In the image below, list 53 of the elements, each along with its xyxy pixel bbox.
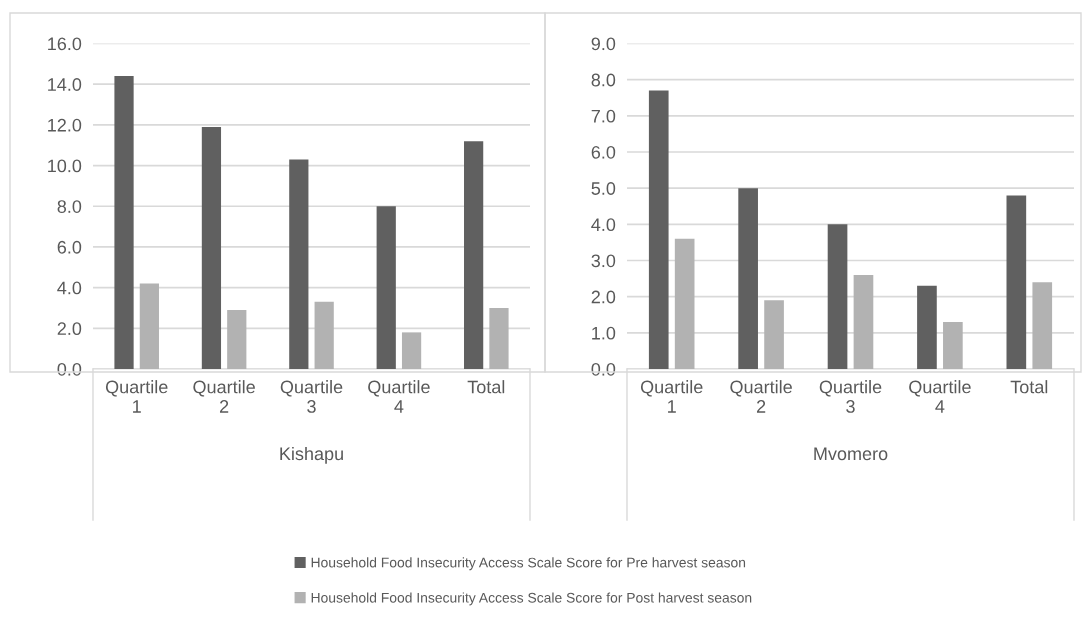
x-tick-label: Quartile 4 <box>909 380 971 413</box>
y-tick-label: 7.0 <box>591 109 616 123</box>
y-tick-label: 0.0 <box>57 362 82 376</box>
y-tick-label: 12.0 <box>48 118 82 132</box>
y-tick-label: 4.0 <box>57 281 82 295</box>
bar <box>674 238 695 369</box>
y-tick-label: 2.0 <box>591 290 616 304</box>
y-tick-label: 10.0 <box>48 159 82 173</box>
bar <box>289 159 309 369</box>
y-tick-label: 6.0 <box>591 145 616 159</box>
y-tick-label: 1.0 <box>592 326 616 340</box>
bar <box>201 126 222 369</box>
y-tick-label: 8.0 <box>591 73 616 87</box>
x-tick-label: Quartile 1 <box>105 380 168 413</box>
bar <box>376 206 396 369</box>
bar <box>1032 282 1053 369</box>
y-tick-label: 0.0 <box>591 362 616 376</box>
x-tick-label: Quartile 3 <box>819 380 882 413</box>
bar <box>314 301 334 369</box>
x-tick-label: Quartile 3 <box>280 380 343 413</box>
bar <box>401 332 422 369</box>
bar <box>139 283 159 369</box>
y-tick-label: 9.0 <box>591 37 616 51</box>
x-tick-label: Quartile 1 <box>640 380 703 413</box>
y-tick-label: 4.0 <box>591 218 616 232</box>
bar <box>1006 195 1027 369</box>
x-tick-label: Total <box>1010 380 1048 394</box>
bar <box>764 300 784 369</box>
x-tick-label: Quartile 2 <box>730 380 792 413</box>
x-tick-label: Quartile 2 <box>193 380 255 413</box>
x-axis-title: Kishapu <box>280 446 343 464</box>
y-tick-label: 14.0 <box>48 78 82 91</box>
legend-label: Household Food Insecurity Access Scale Score for Post harvest season <box>311 592 752 606</box>
bar <box>489 307 509 369</box>
y-tick-label: 8.0 <box>57 200 82 213</box>
x-tick-label: Total <box>467 380 505 394</box>
bar <box>464 141 484 369</box>
bar <box>917 285 937 369</box>
y-tick-label: 6.0 <box>57 240 82 254</box>
y-tick-label: 2.0 <box>57 322 82 336</box>
bar <box>943 321 963 369</box>
x-tick-label: Quartile 4 <box>368 380 430 413</box>
y-tick-label: 3.0 <box>591 254 616 268</box>
legend-label: Household Food Insecurity Access Scale Score for Pre harvest season <box>311 557 746 571</box>
bar <box>227 310 247 369</box>
bar <box>114 76 134 369</box>
bar <box>827 224 848 369</box>
bar <box>853 274 874 369</box>
y-tick-label: 16.0 <box>48 37 82 51</box>
x-axis-title: Mvomero <box>814 447 888 461</box>
bar <box>738 188 758 369</box>
y-tick-label: 5.0 <box>591 182 616 195</box>
bar <box>648 90 669 369</box>
